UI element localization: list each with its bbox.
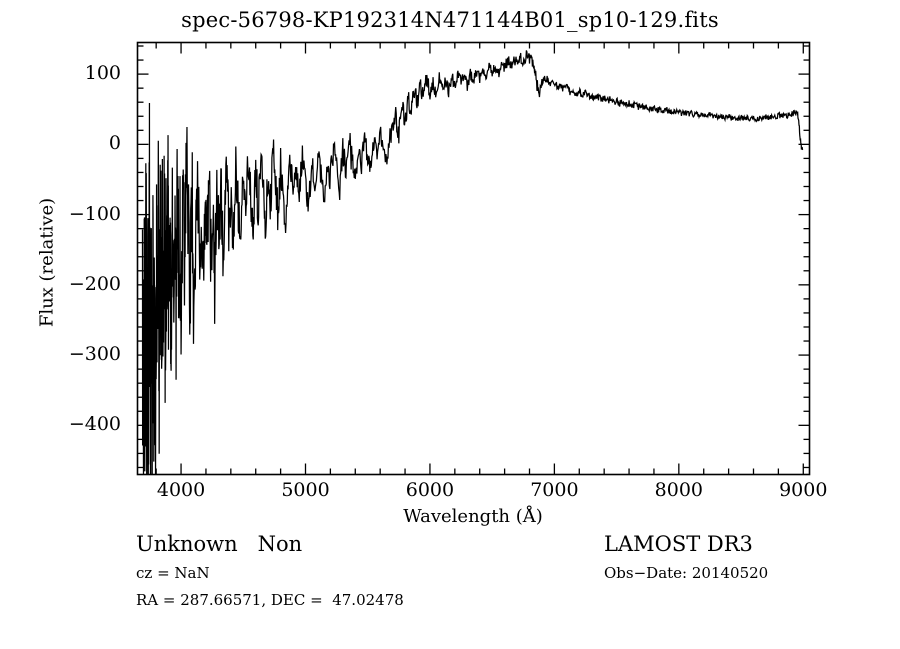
x-tick-labels: 4000 5000 6000 7000 8000 9000 [0,479,900,505]
x-tick-label: 4000 [156,479,206,501]
footer-right-block: LAMOST DR3 Obs−Date: 20140520 [604,534,768,581]
y-tick-label: −200 [68,272,121,295]
y-tick-labels: 100 0 −100 −200 −300 −400 [0,0,131,500]
y-tick-label: 0 [108,132,121,155]
x-tick-label: 6000 [405,479,455,501]
footer-left-block: Unknown Non cz = NaN RA = 287.66571, DEC… [136,534,404,608]
x-axis-label: Wavelength (Å) [403,506,543,527]
spectrum-line [141,50,804,475]
x-tick-label: 8000 [654,479,704,501]
y-tick-label: 100 [84,62,121,85]
coordinates-text: RA = 287.66571, DEC = 47.02478 [136,591,404,609]
observation-date-text: Obs−Date: 20140520 [604,564,769,582]
y-tick-label: −400 [68,413,121,436]
y-axis-label: Flux (relative) [36,197,58,328]
redshift-velocity-text: cz = NaN [136,564,210,582]
axes-frame [136,41,811,476]
x-tick-label: 5000 [281,479,330,501]
survey-release-text: LAMOST DR3 [604,532,753,556]
x-tick-label: 9000 [779,479,828,501]
y-tick-label: −300 [68,343,121,366]
page-title: spec-56798-KP192314N471144B01_sp10-129.f… [181,8,719,32]
y-tick-label: −100 [68,202,121,225]
axis-ticks [137,42,810,475]
x-tick-label: 7000 [530,479,579,501]
object-class-text: Unknown Non [136,532,303,556]
